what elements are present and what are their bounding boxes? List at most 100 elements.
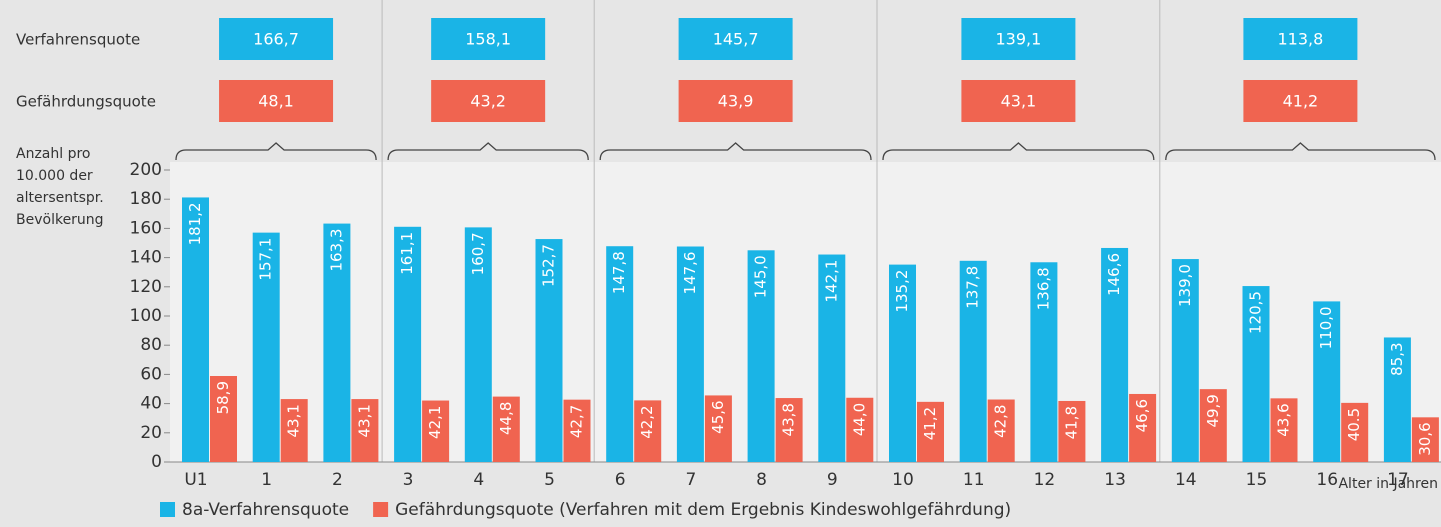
summary-box: [961, 18, 1076, 60]
brace: [599, 142, 872, 161]
y-axis-label: Bevölkerung: [16, 212, 104, 228]
bar: [1058, 400, 1086, 462]
summary-label: 43,1: [1001, 92, 1037, 111]
value-label: 139,0: [1176, 264, 1194, 307]
y-tick-label: 100: [130, 306, 162, 326]
y-axis-label: altersentspr.: [16, 190, 104, 206]
x-tick-label: U1: [184, 470, 207, 490]
value-label: 43,6: [1275, 403, 1293, 436]
x-tick-label: 4: [473, 470, 484, 490]
value-label: 43,1: [285, 404, 303, 437]
summary-box: [678, 18, 793, 60]
bar: [704, 395, 732, 462]
value-label: 142,1: [822, 260, 840, 303]
bar: [1199, 389, 1227, 462]
legend-label: Gefährdungsquote (Verfahren mit dem Erge…: [395, 500, 1011, 520]
bar: [464, 227, 492, 462]
row-label: Gefährdungsquote: [16, 93, 156, 111]
x-tick-label: 14: [1175, 470, 1197, 490]
bar: [351, 399, 379, 462]
summary-label: 113,8: [1277, 30, 1323, 49]
x-tick-label: 11: [963, 470, 985, 490]
x-tick-label: 7: [685, 470, 696, 490]
y-tick-label: 160: [130, 218, 162, 238]
summary-label: 43,2: [470, 92, 506, 111]
bar: [676, 246, 704, 462]
bar: [987, 399, 1015, 462]
summary-label: 41,2: [1283, 92, 1319, 111]
summary-box: [1243, 80, 1358, 122]
bar: [323, 223, 351, 462]
bar: [1101, 247, 1129, 462]
value-label: 157,1: [257, 238, 275, 281]
value-label: 42,1: [426, 406, 444, 439]
y-tick-label: 0: [151, 452, 162, 472]
summary-box: [219, 18, 334, 60]
bar: [846, 397, 874, 462]
bar: [1411, 417, 1439, 462]
bar: [959, 260, 987, 462]
value-label: 43,1: [355, 404, 373, 437]
y-tick-label: 80: [140, 335, 162, 355]
summary-label: 139,1: [995, 30, 1041, 49]
brace: [1165, 142, 1436, 161]
x-tick-label: 13: [1104, 470, 1126, 490]
x-tick-label: 10: [892, 470, 914, 490]
x-tick-label: 1: [261, 470, 272, 490]
x-tick-label: 17: [1387, 470, 1409, 490]
value-label: 160,7: [469, 232, 487, 275]
value-label: 40.5: [1345, 408, 1363, 441]
summary-label: 166,7: [253, 30, 299, 49]
brace: [882, 142, 1155, 161]
value-label: 152,7: [540, 244, 558, 287]
summary-label: 43,9: [718, 92, 754, 111]
value-label: 181,2: [186, 202, 204, 245]
value-label: 58,9: [214, 381, 232, 414]
value-label: 85,3: [1388, 342, 1406, 375]
bar: [1270, 398, 1298, 462]
value-label: 46,6: [1133, 399, 1151, 432]
y-tick-label: 60: [140, 364, 162, 384]
value-label: 41,8: [1062, 406, 1080, 439]
value-label: 161,1: [398, 232, 416, 275]
bar: [818, 254, 846, 462]
value-label: 45,6: [709, 400, 727, 433]
bar: [280, 399, 308, 462]
bar: [1242, 286, 1270, 462]
bar: [492, 396, 520, 462]
bar: [606, 246, 634, 462]
bar: [182, 197, 209, 462]
value-label: 43,8: [780, 403, 798, 436]
y-tick-label: 40: [140, 394, 162, 414]
summary-box: [678, 80, 793, 122]
value-label: 44,8: [497, 402, 515, 435]
bar: [917, 401, 944, 462]
y-axis-label: 10.000 der: [16, 168, 93, 184]
bar: [775, 398, 803, 462]
bar: [1030, 262, 1058, 462]
legend-swatch: [160, 502, 175, 517]
x-tick-label: 2: [332, 470, 343, 490]
legend-label: 8a-Verfahrensquote: [182, 500, 349, 520]
bar: [422, 400, 450, 462]
value-label: 163,3: [327, 229, 345, 272]
summary-label: 48,1: [258, 92, 294, 111]
summary-box: [1243, 18, 1358, 60]
summary-box: [219, 80, 334, 122]
legend-swatch: [373, 502, 389, 517]
x-tick-label: 8: [756, 470, 767, 490]
value-label: 49,9: [1204, 394, 1222, 427]
x-tick-label: 5: [544, 470, 555, 490]
bar: [535, 239, 563, 462]
x-axis-label: Alter in Jahren: [1338, 476, 1438, 492]
value-label: 147,8: [610, 251, 628, 294]
bar: [1313, 301, 1341, 462]
bar: [252, 232, 280, 462]
value-label: 42,2: [638, 405, 656, 438]
bar: [634, 400, 662, 462]
x-tick-label: 15: [1246, 470, 1268, 490]
value-label: 120,5: [1247, 291, 1265, 334]
x-tick-label: 16: [1316, 470, 1338, 490]
value-label: 110,0: [1317, 306, 1335, 349]
